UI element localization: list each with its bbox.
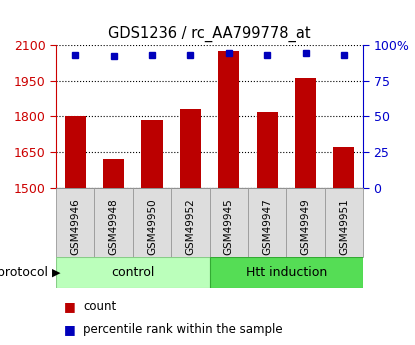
Bar	[56, 188, 95, 257]
Text: GSM49950: GSM49950	[147, 198, 157, 255]
Bar	[295, 78, 316, 188]
Text: GSM49946: GSM49946	[70, 198, 80, 255]
Text: ■: ■	[64, 323, 76, 336]
Bar	[248, 188, 286, 257]
Text: GSM49945: GSM49945	[224, 198, 234, 255]
Bar	[210, 188, 248, 257]
Bar	[171, 188, 210, 257]
Text: Htt induction: Htt induction	[246, 266, 327, 279]
Text: ▶: ▶	[52, 268, 60, 277]
Bar	[133, 188, 171, 257]
Text: control: control	[111, 266, 154, 279]
Bar	[210, 257, 363, 288]
Text: ■: ■	[64, 300, 76, 313]
Bar	[325, 188, 363, 257]
Bar	[218, 51, 239, 188]
Bar	[103, 159, 124, 188]
Text: GSM49951: GSM49951	[339, 198, 349, 255]
Text: protocol: protocol	[0, 266, 52, 279]
Text: count: count	[83, 300, 116, 313]
Text: percentile rank within the sample: percentile rank within the sample	[83, 323, 283, 336]
Bar	[142, 120, 163, 188]
Title: GDS1236 / rc_AA799778_at: GDS1236 / rc_AA799778_at	[108, 26, 311, 42]
Bar	[180, 109, 201, 188]
Bar	[56, 257, 210, 288]
Text: GSM49949: GSM49949	[300, 198, 310, 255]
Text: GSM49947: GSM49947	[262, 198, 272, 255]
Bar	[333, 147, 354, 188]
Bar	[286, 188, 325, 257]
Bar	[95, 188, 133, 257]
Bar	[256, 112, 278, 188]
Bar	[65, 117, 86, 188]
Text: GSM49952: GSM49952	[186, 198, 195, 255]
Text: GSM49948: GSM49948	[109, 198, 119, 255]
